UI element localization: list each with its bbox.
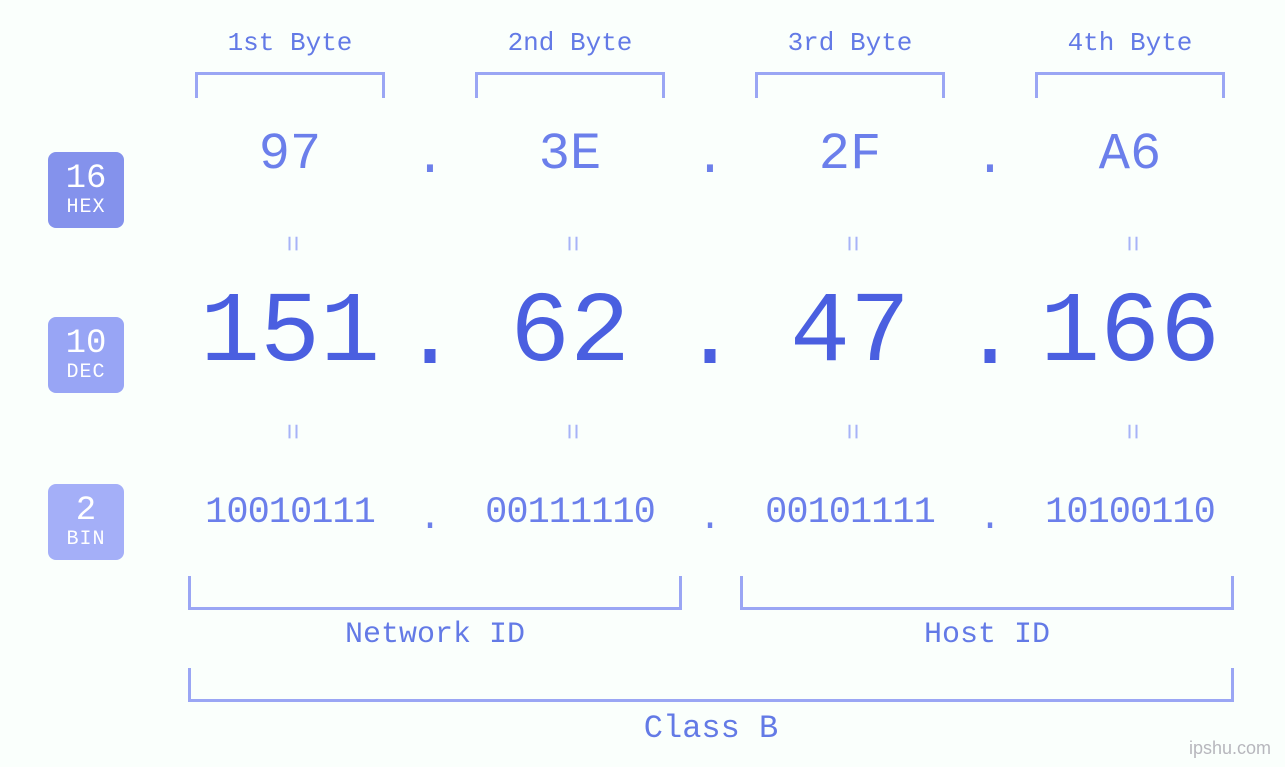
byte-bracket-1 xyxy=(195,72,384,98)
dec-byte-1: 151 xyxy=(200,285,380,385)
byte-bracket-2 xyxy=(475,72,664,98)
badge-dec-lbl: DEC xyxy=(66,363,105,383)
badge-hex-lbl: HEX xyxy=(66,198,105,218)
hex-dot-3: . xyxy=(974,129,1005,202)
dec-byte-4: 166 xyxy=(1040,285,1220,385)
bin-byte-2: 00111110 xyxy=(485,492,655,534)
badge-dec: 10 DEC xyxy=(48,317,124,393)
host-id-bracket xyxy=(740,576,1234,610)
equals-hex-dec-1: = xyxy=(275,235,306,248)
bin-byte-3: 00101111 xyxy=(765,492,935,534)
network-id-label: Network ID xyxy=(188,618,682,652)
ip-diagram: 16 HEX 10 DEC 2 BIN 1st Byte 2nd Byte 3r… xyxy=(0,0,1285,767)
bin-dot-2: . xyxy=(699,497,722,558)
badge-bin: 2 BIN xyxy=(48,484,124,560)
dec-dot-2: . xyxy=(681,290,739,390)
bin-dot-1: . xyxy=(419,497,442,558)
badge-hex-num: 16 xyxy=(66,162,107,196)
hex-byte-4: A6 xyxy=(1099,125,1161,184)
byte-header-2: 2nd Byte xyxy=(508,28,633,60)
equals-dec-bin-3: = xyxy=(835,423,866,436)
dec-dot-1: . xyxy=(401,290,459,390)
byte-grid: 1st Byte 2nd Byte 3rd Byte 4th Byte 97 .… xyxy=(180,0,1240,620)
hex-byte-3: 2F xyxy=(819,125,881,184)
equals-dec-bin-2: = xyxy=(555,423,586,436)
byte-bracket-3 xyxy=(755,72,944,98)
class-label: Class B xyxy=(188,710,1234,747)
dec-dot-3: . xyxy=(961,290,1019,390)
equals-hex-dec-3: = xyxy=(835,235,866,248)
equals-dec-bin-4: = xyxy=(1115,423,1146,436)
hex-byte-1: 97 xyxy=(259,125,321,184)
bin-dot-3: . xyxy=(979,497,1002,558)
bin-byte-4: 10100110 xyxy=(1045,492,1215,534)
watermark: ipshu.com xyxy=(1189,738,1271,759)
byte-header-3: 3rd Byte xyxy=(788,28,913,60)
badge-dec-num: 10 xyxy=(66,327,107,361)
equals-dec-bin-1: = xyxy=(275,423,306,436)
host-id-label: Host ID xyxy=(740,618,1234,652)
class-bracket xyxy=(188,668,1234,702)
badge-hex: 16 HEX xyxy=(48,152,124,228)
hex-byte-2: 3E xyxy=(539,125,601,184)
byte-bracket-4 xyxy=(1035,72,1224,98)
byte-header-4: 4th Byte xyxy=(1068,28,1193,60)
equals-hex-dec-4: = xyxy=(1115,235,1146,248)
dec-byte-2: 62 xyxy=(510,285,630,385)
badge-bin-lbl: BIN xyxy=(66,530,105,550)
bin-byte-1: 10010111 xyxy=(205,492,375,534)
dec-byte-3: 47 xyxy=(790,285,910,385)
network-id-bracket xyxy=(188,576,682,610)
byte-header-1: 1st Byte xyxy=(228,28,353,60)
equals-hex-dec-2: = xyxy=(555,235,586,248)
hex-dot-1: . xyxy=(414,129,445,202)
badge-bin-num: 2 xyxy=(76,494,96,528)
hex-dot-2: . xyxy=(694,129,725,202)
